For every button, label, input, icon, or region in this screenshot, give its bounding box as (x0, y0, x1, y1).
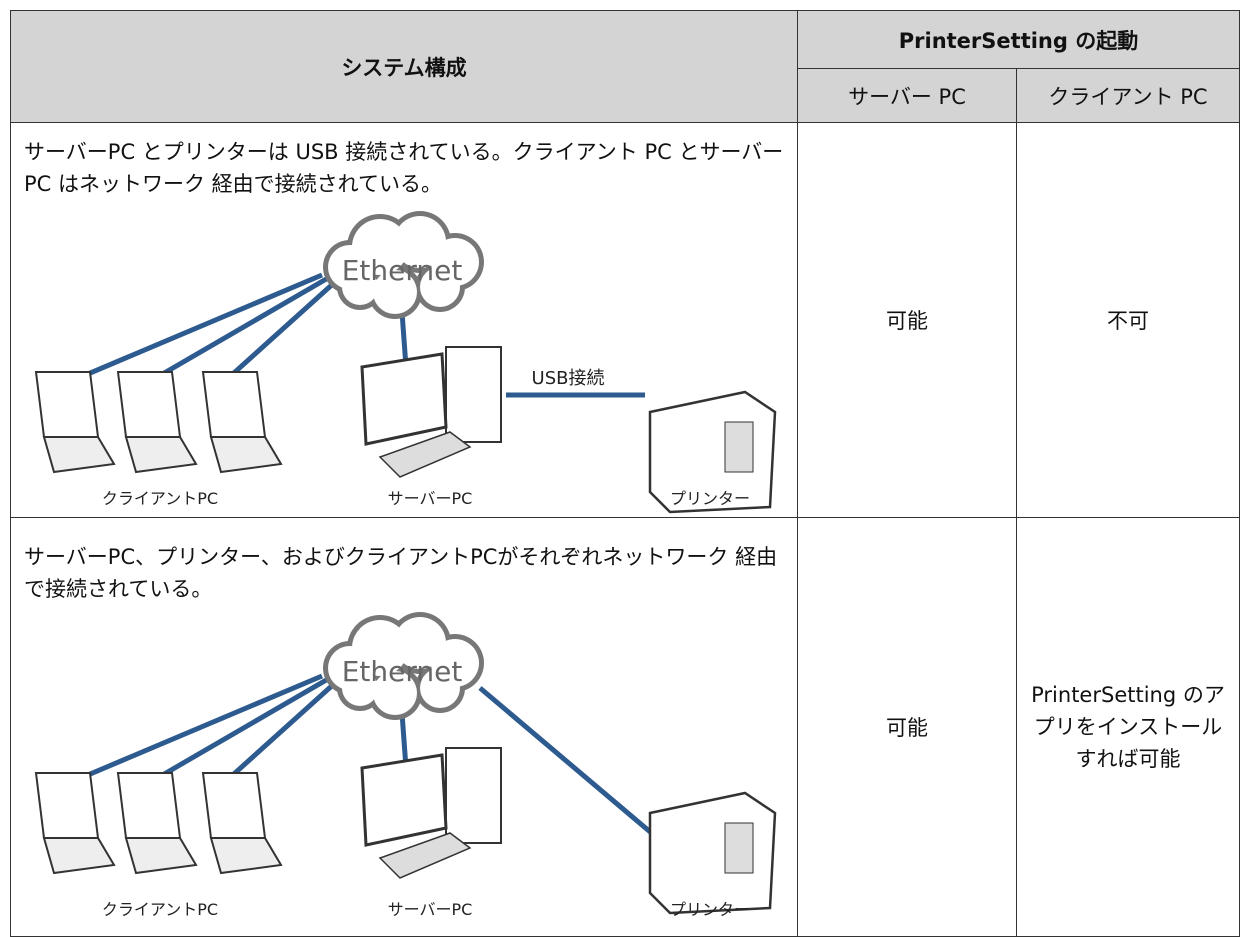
laptop-base (42, 436, 116, 474)
monitor (360, 753, 448, 847)
printer-label: プリンター (670, 900, 750, 919)
client-status: 不可 (1016, 122, 1240, 518)
laptop-base (209, 436, 283, 474)
tower (445, 346, 502, 443)
header-server: サーバー PC (797, 68, 1017, 123)
cloud-fill (420, 267, 460, 307)
cloud-fill (420, 668, 460, 708)
printer-panel (724, 822, 754, 874)
printer (648, 791, 777, 915)
keyboard (378, 832, 472, 879)
connection-line (399, 712, 409, 769)
laptop-base (124, 436, 198, 474)
connection-line (399, 311, 409, 368)
laptop (201, 371, 267, 438)
client-label: クライアントPC (102, 900, 218, 919)
laptop (116, 772, 182, 839)
laptop (201, 772, 267, 839)
printer-panel (724, 421, 754, 473)
server-status: 可能 (797, 517, 1017, 937)
header-launch: PrinterSetting の起動 (797, 10, 1240, 69)
connection-line (49, 673, 323, 794)
connection-label: USB接続 (532, 368, 605, 389)
cloud-fill (342, 269, 378, 305)
monitor (360, 352, 448, 446)
laptop-base (209, 837, 283, 875)
cloud-fill (373, 671, 417, 715)
network-label: Ethernet (342, 254, 463, 287)
diagram: Ethernet クライアントPC サーバーPC プリンター (34, 612, 777, 919)
keyboard (378, 431, 472, 478)
network-label: Ethernet (342, 655, 463, 688)
server-label: サーバーPC (388, 900, 473, 919)
laptop (34, 371, 100, 438)
printer-label: プリンター (670, 489, 750, 508)
connection-line (478, 686, 657, 838)
cloud-fill (352, 620, 408, 676)
laptop (116, 371, 182, 438)
tower (445, 747, 502, 844)
header-client: クライアント PC (1016, 68, 1240, 123)
client-label: クライアントPC (102, 489, 218, 508)
cloud-fill (373, 270, 417, 314)
row-description: サーバーPC とプリンターは USB 接続されている。クライアント PC とサー… (24, 140, 784, 196)
client-status: PrinterSetting のアプリをインストールすれば可能 (1016, 517, 1240, 937)
laptop-base (42, 837, 116, 875)
laptop-base (124, 837, 198, 875)
cloud-fill (352, 219, 408, 275)
row-description: サーバーPC、プリンター、およびクライアントPCがそれぞれネットワーク 経由で接… (24, 545, 778, 601)
connection-line (49, 272, 323, 393)
header-system: システム構成 (10, 10, 798, 123)
cloud-fill (342, 670, 378, 706)
laptop (34, 772, 100, 839)
server-label: サーバーPC (388, 489, 473, 508)
server-status: 可能 (797, 122, 1017, 518)
